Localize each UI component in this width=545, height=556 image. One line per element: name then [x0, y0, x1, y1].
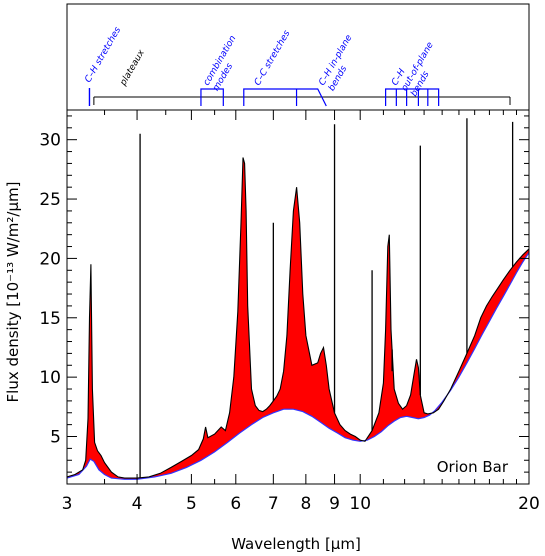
object-name-label: Orion Bar	[437, 458, 509, 476]
plot-area	[66, 118, 530, 480]
plot-frame	[66, 3, 530, 485]
cc-stretches-bracket	[243, 88, 327, 107]
x-axis-label: Wavelength [μm]	[231, 535, 361, 553]
x-tick-label: 7	[268, 494, 279, 514]
y-tick-label: 25	[39, 190, 61, 210]
band-label: plateaux	[118, 48, 147, 89]
spectrum-line	[66, 157, 530, 479]
y-tick-label: 30	[39, 131, 61, 151]
band-label: combinationmodes	[202, 34, 248, 93]
y-tick-label: 15	[39, 309, 61, 329]
y-axis-label: Flux density [10⁻¹³ W/m²/μm]	[4, 182, 22, 403]
x-tick-label: 6	[230, 494, 241, 514]
band-label: C–H stretches	[83, 25, 123, 84]
x-tick-label: 8	[300, 494, 311, 514]
x-tick-label: 20	[518, 494, 540, 514]
x-axis-ticks: 3 4 5 6 7 8 9 10 20	[62, 110, 540, 514]
band-emission-fill	[67, 157, 529, 480]
y-axis-ticks: 5 10 15 20 25 30	[39, 115, 529, 473]
x-tick-label: 5	[186, 494, 197, 514]
y-tick-label: 10	[39, 368, 61, 388]
x-tick-label: 10	[349, 494, 371, 514]
y-tick-label: 5	[50, 428, 61, 448]
x-tick-label: 3	[62, 494, 73, 514]
outer-frame	[66, 3, 530, 485]
x-tick-label: 4	[132, 494, 143, 514]
x-tick-label: 9	[329, 494, 340, 514]
band-label: C–H in-planebends	[317, 33, 364, 93]
combination-modes-bracket	[200, 88, 224, 106]
y-tick-label: 20	[39, 249, 61, 269]
band-label: C–C stretches	[253, 29, 293, 88]
oop-bends-bracket	[385, 88, 440, 106]
